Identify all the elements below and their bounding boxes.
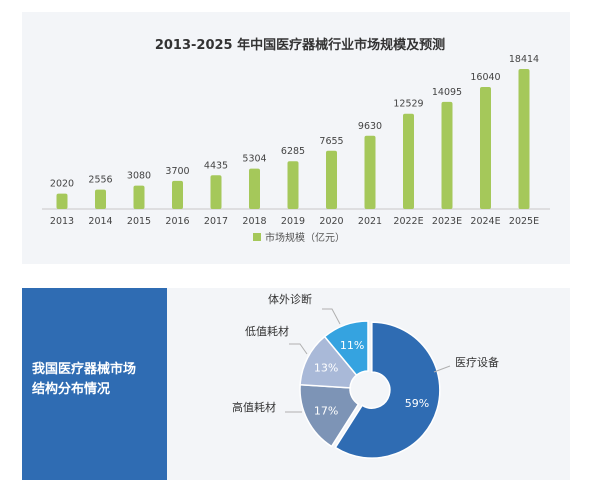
x-tick-label: 2015 (127, 216, 151, 227)
bar-chart-panel (22, 12, 570, 264)
bar (172, 180, 183, 209)
pie-chart-title: 我国医疗器械市场 结构分布情况 (32, 362, 137, 397)
bar (95, 189, 106, 209)
bar-group: 2020 2013 2556 2014 3080 2015 3700 2016 4435 2017… (50, 54, 539, 227)
bar (249, 168, 260, 209)
bar-value-label: 2556 (88, 175, 112, 186)
bar-legend: 市场规模（亿元） (253, 231, 345, 244)
bar-value-label: 3700 (165, 166, 189, 177)
bar-value-label: 5304 (242, 154, 266, 165)
x-tick-label: 2025E (509, 216, 539, 227)
leader-line (433, 365, 451, 373)
leader-line (289, 343, 308, 355)
bar (287, 161, 299, 209)
bar-value-label: 2020 (50, 179, 74, 190)
pie-category-label: 医疗设备 (455, 355, 499, 369)
x-tick-label: 2019 (281, 216, 305, 227)
pie-slice (323, 320, 369, 377)
bar-value-label: 9630 (358, 121, 382, 132)
bar-chart-title: 2013-2025 年中国医疗器械行业市场规模及预测 (155, 37, 445, 53)
bar (518, 69, 530, 209)
x-tick-label: 2014 (88, 216, 112, 227)
x-tick-label: 2022E (393, 216, 423, 227)
bar (364, 135, 376, 209)
bar (480, 87, 491, 209)
x-tick-label: 2020 (319, 216, 343, 227)
x-tick-label: 2018 (242, 216, 266, 227)
bar-value-label: 14095 (432, 87, 462, 98)
pie-percent-label: 59% (405, 397, 429, 410)
bar-value-label: 16040 (470, 72, 500, 83)
legend-swatch (253, 233, 261, 241)
bar (326, 150, 337, 209)
pie-category-label: 低值耗材 (245, 324, 289, 338)
bar (133, 185, 145, 209)
bar-value-label: 3080 (127, 171, 151, 182)
bar (441, 101, 453, 209)
pie-slice (299, 383, 360, 448)
pie-percent-label: 11% (340, 339, 364, 352)
bar-value-label: 7655 (319, 136, 343, 147)
bar-value-label: 6285 (281, 146, 305, 157)
x-tick-label: 2021 (358, 216, 382, 227)
bar-value-label: 12529 (393, 99, 423, 110)
legend-label: 市场规模（亿元） (265, 231, 345, 244)
bar (56, 193, 68, 209)
pie-group: 59% 医疗设备 17% 高值耗材 13% 低值耗材 11% 体外诊断 (232, 292, 499, 459)
x-tick-label: 2016 (165, 216, 189, 227)
x-tick-label: 2013 (50, 216, 74, 227)
x-tick-label: 2017 (204, 216, 228, 227)
x-tick-label: 2023E (432, 216, 462, 227)
pie-percent-label: 13% (314, 362, 338, 375)
pie-percent-label: 17% (314, 404, 338, 417)
pie-title-box (22, 288, 167, 480)
leader-line (322, 308, 341, 325)
pie-category-label: 高值耗材 (232, 400, 276, 414)
x-tick-label: 2024E (470, 216, 500, 227)
bar (210, 175, 222, 209)
bar-value-label: 18414 (509, 54, 539, 65)
pie-category-label: 体外诊断 (268, 292, 312, 306)
pie-slice (334, 321, 441, 459)
bar-value-label: 4435 (204, 160, 228, 171)
bar (403, 113, 414, 209)
